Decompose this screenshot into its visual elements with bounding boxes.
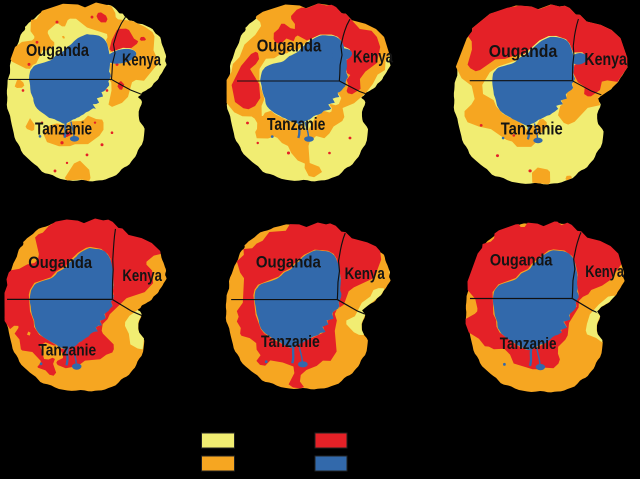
svg-text:Tanzanie: Tanzanie xyxy=(38,340,96,360)
svg-text:Tanzanie: Tanzanie xyxy=(501,118,563,138)
svg-text:Ouganda: Ouganda xyxy=(490,251,553,270)
svg-text:Kenya: Kenya xyxy=(122,49,161,69)
svg-text:Ouganda: Ouganda xyxy=(26,40,89,60)
svg-text:Tanzanie: Tanzanie xyxy=(500,334,557,353)
svg-text:Ouganda: Ouganda xyxy=(489,41,558,61)
svg-text:Kenya: Kenya xyxy=(584,49,627,69)
svg-text:Kenya: Kenya xyxy=(585,262,624,281)
svg-text:Tanzanie: Tanzanie xyxy=(261,332,320,351)
svg-text:Ouganda: Ouganda xyxy=(256,252,321,271)
svg-text:Kenya: Kenya xyxy=(122,266,162,286)
svg-text:Ouganda: Ouganda xyxy=(28,252,92,272)
svg-text:Kenya: Kenya xyxy=(345,264,386,283)
svg-text:Kenya: Kenya xyxy=(353,47,393,67)
svg-text:Tanzanie: Tanzanie xyxy=(267,114,326,134)
svg-text:Ouganda: Ouganda xyxy=(257,36,322,56)
svg-text:Tanzanie: Tanzanie xyxy=(35,119,92,139)
